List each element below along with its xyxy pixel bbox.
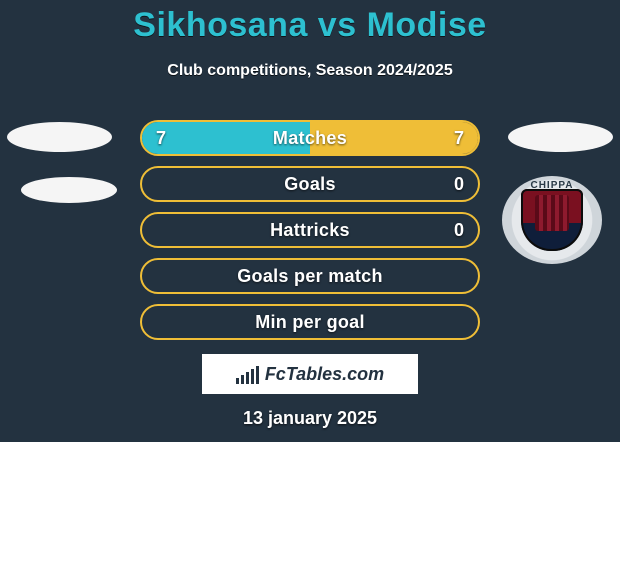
comparison-rows: 7 Matches 7 Goals 0 Hattricks 0 Goals pe… xyxy=(140,120,480,350)
player-left-avatar xyxy=(7,122,112,152)
club-crest-shield xyxy=(521,189,583,251)
branding-box: FcTables.com xyxy=(202,354,418,394)
club-crest-stripes xyxy=(535,195,569,231)
stat-value-right: 7 xyxy=(454,122,464,154)
player-left-club-logo xyxy=(21,177,117,203)
stat-row: Goals 0 xyxy=(140,166,480,202)
player-right-club-logo: CHIPPA xyxy=(502,176,602,264)
stat-row: Min per goal xyxy=(140,304,480,340)
stat-label: Hattricks xyxy=(142,214,478,246)
stat-label: Matches xyxy=(142,122,478,154)
stat-label: Goals per match xyxy=(142,260,478,292)
stat-row: Hattricks 0 xyxy=(140,212,480,248)
bottom-whitespace xyxy=(0,442,620,580)
branding-text: FcTables.com xyxy=(265,364,384,385)
stat-label: Goals xyxy=(142,168,478,200)
stat-value-right: 0 xyxy=(454,168,464,200)
branding-bars-icon xyxy=(236,364,259,384)
page-title: Sikhosana vs Modise xyxy=(0,6,620,45)
stat-label: Min per goal xyxy=(142,306,478,338)
stat-row: Goals per match xyxy=(140,258,480,294)
subtitle: Club competitions, Season 2024/2025 xyxy=(0,62,620,80)
stat-value-right: 0 xyxy=(454,214,464,246)
stat-row: 7 Matches 7 xyxy=(140,120,480,156)
comparison-infographic: Sikhosana vs Modise Club competitions, S… xyxy=(0,0,620,580)
player-right-avatar xyxy=(508,122,613,152)
date-label: 13 january 2025 xyxy=(0,408,620,429)
